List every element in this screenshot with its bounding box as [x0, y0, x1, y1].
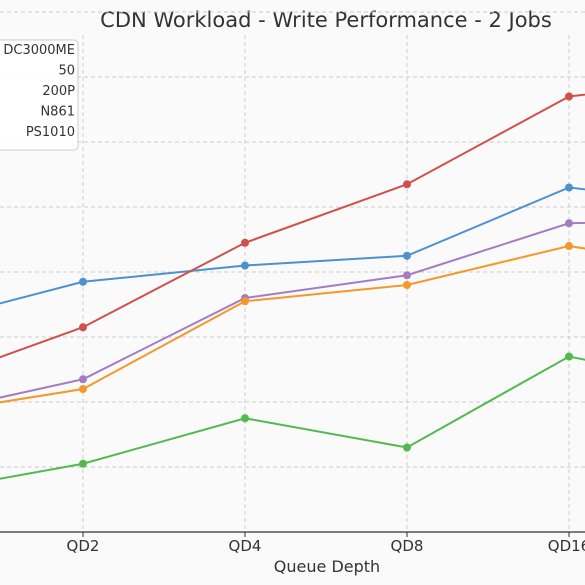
data-point: [79, 385, 87, 393]
data-point: [79, 459, 87, 468]
legend-entry-label: 200P: [42, 84, 75, 99]
data-point: [565, 352, 573, 361]
data-point: [403, 281, 411, 289]
series-line: [0, 244, 585, 404]
x-tick-label: QD8: [391, 537, 424, 555]
legend-entry-label: 50: [58, 64, 75, 79]
legend-entry-label: PS1010: [26, 125, 75, 140]
series-lines: [0, 92, 585, 480]
series-line: [0, 355, 585, 480]
data-point: [403, 271, 411, 280]
series-50: [0, 92, 585, 359]
legend: DC3000ME 50 200P N861 PS1010: [0, 39, 79, 151]
data-point: [79, 375, 87, 384]
data-point: [79, 277, 87, 286]
data-point: [241, 238, 249, 247]
legend-box: [0, 39, 79, 151]
data-point: [79, 323, 87, 332]
series-line: [0, 93, 585, 359]
data-point: [241, 297, 249, 306]
x-tick-label: QD16: [548, 537, 585, 555]
data-point: [403, 251, 411, 260]
series-200p: [0, 219, 585, 399]
series-n861: [0, 242, 585, 404]
legend-entry-label: N861: [40, 105, 75, 120]
legend-entry-label: DC3000ME: [3, 43, 75, 58]
x-axis-ticks: QD2 QD4 QD8 QD16: [67, 532, 585, 555]
data-point: [403, 180, 411, 189]
series-line: [0, 186, 585, 305]
data-point: [241, 261, 249, 270]
data-point: [241, 414, 249, 423]
x-tick-label: QD4: [229, 537, 262, 555]
series-line: [0, 221, 585, 399]
series-ps1010: [0, 352, 585, 480]
x-axis-label: Queue Depth: [274, 557, 380, 576]
data-point: [565, 219, 573, 228]
data-point: [565, 242, 573, 250]
data-point: [403, 443, 411, 452]
data-point: [565, 183, 573, 192]
data-point: [565, 92, 573, 101]
series-dc3000me: [0, 183, 585, 305]
x-tick-label: QD2: [67, 537, 100, 555]
